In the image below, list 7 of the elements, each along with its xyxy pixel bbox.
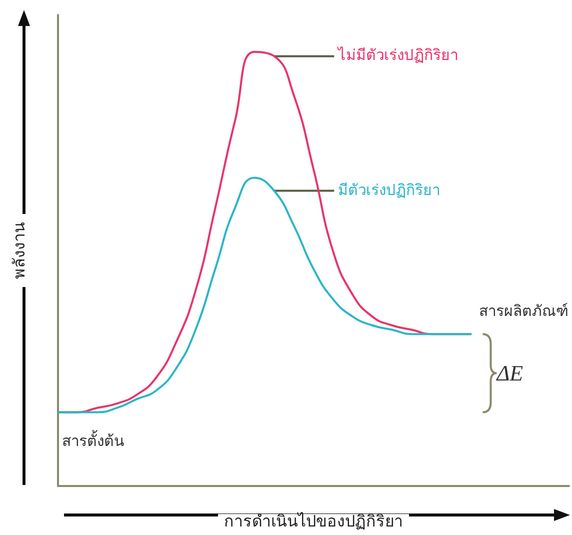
annotation: สารตั้งต้น [62,430,124,450]
y-axis-title: พลังงาน [12,222,28,279]
text: มีตัวเร่งปฏิกิริยา [338,182,440,199]
annotation: สารผลิตภัณฑ์ [479,303,568,320]
x-axis-title: การดำเนินไปของปฏิกิริยา [224,512,403,530]
annotation: ΔE [496,360,524,386]
text: ไม่มีตัวเร่งปฏิกิริยา [337,46,458,64]
